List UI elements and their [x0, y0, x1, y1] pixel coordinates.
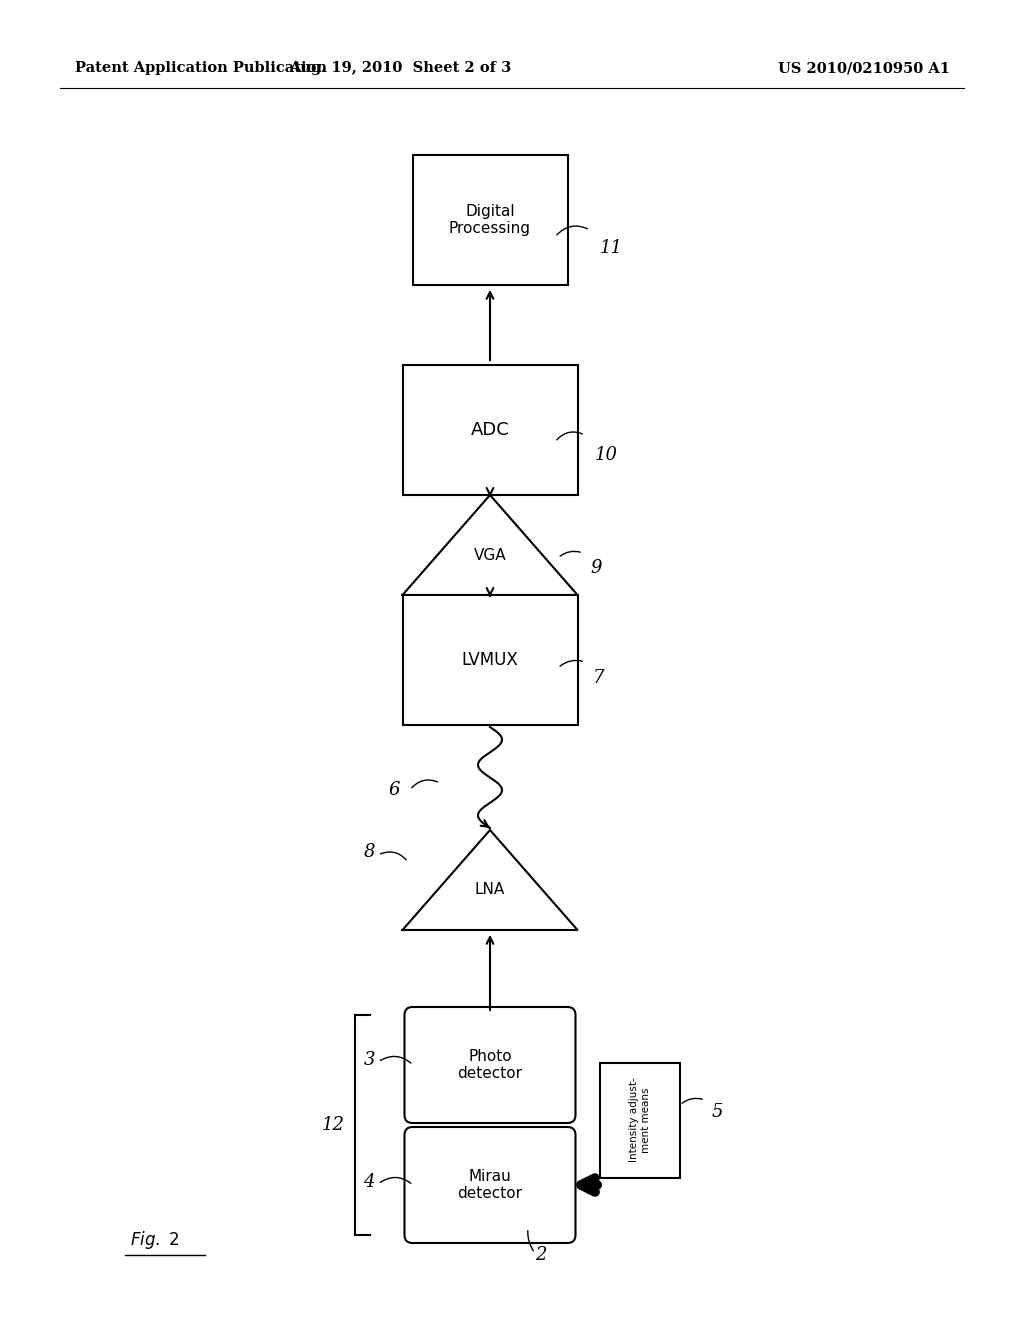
Text: Mirau
detector: Mirau detector: [458, 1168, 522, 1201]
Text: 4: 4: [364, 1173, 375, 1191]
Text: LNA: LNA: [475, 883, 505, 898]
Bar: [402, 595, 578, 725]
Bar: [600, 1063, 680, 1177]
Text: 3: 3: [364, 1051, 375, 1069]
Polygon shape: [402, 830, 578, 931]
Text: 9: 9: [590, 558, 601, 577]
Text: LVMUX: LVMUX: [462, 651, 518, 669]
Text: Aug. 19, 2010  Sheet 2 of 3: Aug. 19, 2010 Sheet 2 of 3: [289, 61, 511, 75]
Text: ADC: ADC: [471, 421, 509, 440]
Text: US 2010/0210950 A1: US 2010/0210950 A1: [778, 61, 950, 75]
Text: 10: 10: [595, 446, 618, 465]
Text: Photo
detector: Photo detector: [458, 1049, 522, 1081]
Text: 8: 8: [364, 843, 375, 861]
Text: 7: 7: [593, 669, 604, 686]
Text: VGA: VGA: [474, 548, 506, 562]
Text: 6: 6: [388, 781, 400, 799]
Text: 12: 12: [322, 1115, 345, 1134]
Text: 11: 11: [600, 239, 623, 257]
Bar: [402, 366, 578, 495]
Bar: [413, 154, 567, 285]
FancyBboxPatch shape: [404, 1007, 575, 1123]
Text: 5: 5: [712, 1104, 724, 1121]
Text: Intensity adjust-
ment means: Intensity adjust- ment means: [629, 1077, 651, 1163]
Text: $\it{Fig.\ 2}$: $\it{Fig.\ 2}$: [130, 1229, 179, 1251]
Polygon shape: [402, 495, 578, 595]
FancyBboxPatch shape: [404, 1127, 575, 1243]
Text: 2: 2: [535, 1246, 547, 1265]
Text: Patent Application Publication: Patent Application Publication: [75, 61, 327, 75]
Text: Digital
Processing: Digital Processing: [449, 203, 531, 236]
